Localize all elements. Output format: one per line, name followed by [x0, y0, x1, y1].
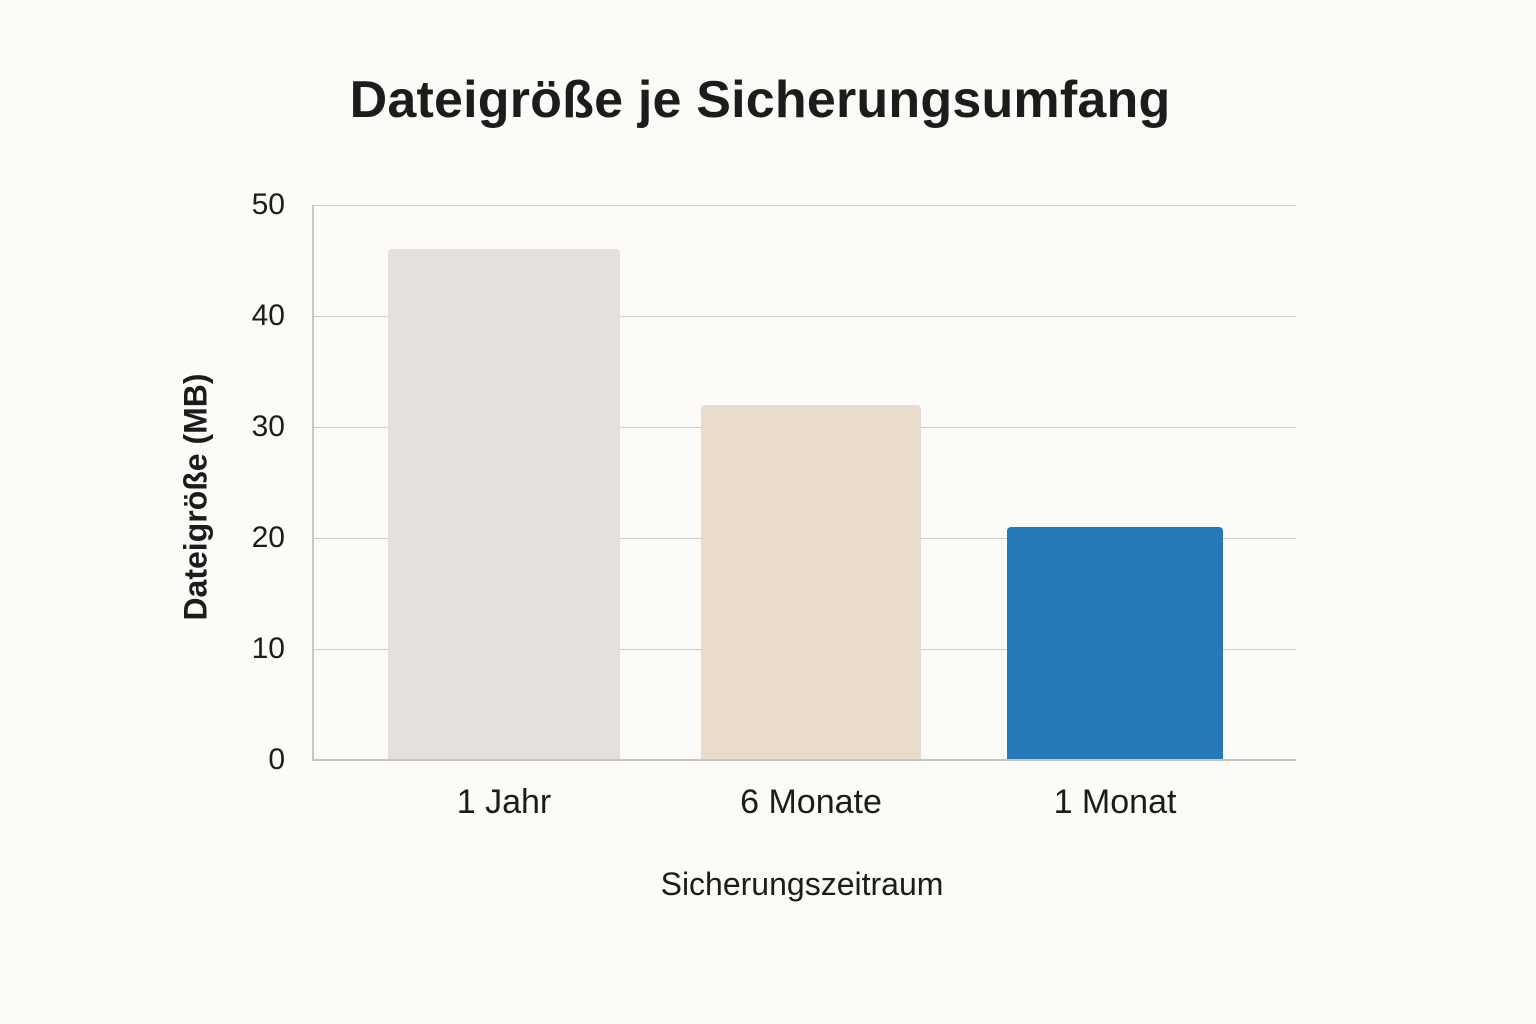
y-tick-label: 20	[251, 521, 285, 554]
y-tick-label: 10	[251, 632, 285, 665]
plot-area	[312, 205, 1296, 761]
gridline	[312, 316, 1296, 317]
x-tick-label: 1 Monat	[1053, 783, 1177, 821]
x-tick-label: 6 Monate	[740, 783, 882, 821]
y-tick-label: 50	[251, 188, 285, 221]
y-tick-label: 40	[251, 299, 285, 332]
y-tick-label: 0	[268, 743, 285, 776]
bar-1-monat[interactable]	[1007, 526, 1223, 760]
x-axis-label: Sicherungszeitraum	[660, 866, 944, 902]
bar-6-monate[interactable]	[701, 404, 921, 760]
gridline	[312, 205, 1296, 206]
y-axis-line	[312, 205, 314, 760]
x-axis-line	[312, 759, 1296, 761]
bar-1-jahr[interactable]	[388, 249, 620, 760]
chart-title: Dateigröße je Sicherungsumfang	[349, 71, 1171, 129]
x-tick-label: 1 Jahr	[456, 783, 552, 821]
y-tick-label: 30	[251, 410, 285, 443]
